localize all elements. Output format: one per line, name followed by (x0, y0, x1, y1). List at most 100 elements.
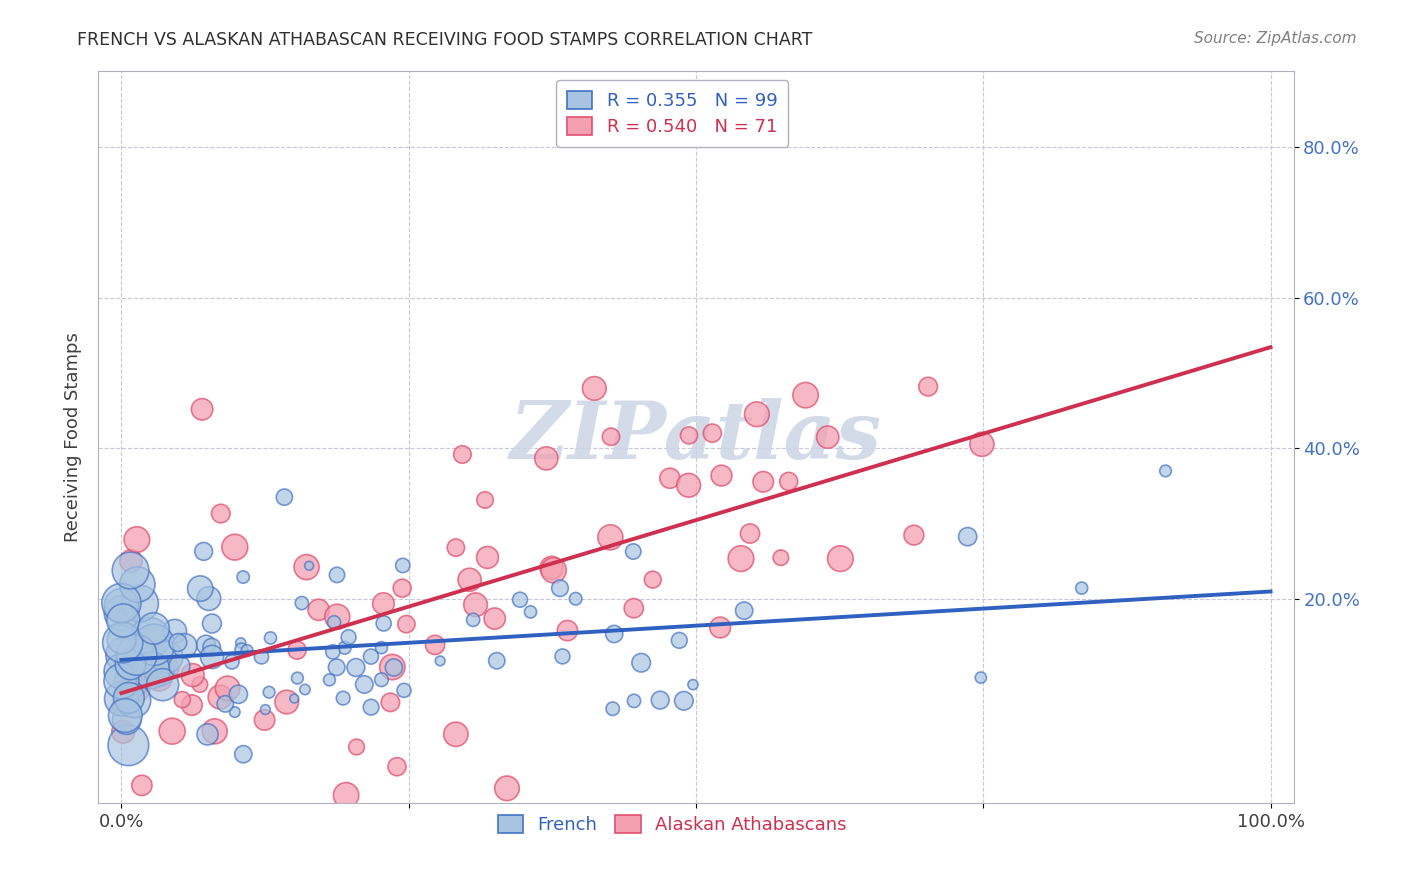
Point (169, 659, 191, 673)
Point (540, 561, 562, 575)
Point (259, 631, 281, 645)
Point (221, 655, 243, 669)
Point (360, 649, 382, 664)
Point (444, 541, 467, 555)
Text: FRENCH VS ALASKAN ATHABASCAN RECEIVING FOOD STAMPS CORRELATION CHART: FRENCH VS ALASKAN ATHABASCAN RECEIVING F… (77, 31, 813, 49)
Point (392, 683, 415, 698)
Point (217, 681, 239, 696)
Point (295, 560, 318, 574)
Point (678, 428, 700, 442)
Point (129, 597, 152, 611)
Point (477, 550, 499, 565)
Point (373, 616, 395, 631)
Point (111, 635, 134, 649)
Point (730, 551, 752, 566)
Point (322, 645, 344, 659)
Point (257, 685, 280, 699)
Point (115, 713, 138, 727)
Point (194, 638, 217, 652)
Point (173, 639, 195, 653)
Point (142, 622, 165, 636)
Point (273, 490, 295, 504)
Point (229, 636, 252, 650)
Point (970, 671, 993, 685)
Point (551, 649, 574, 664)
Point (117, 738, 139, 752)
Point (201, 649, 224, 664)
Point (603, 627, 626, 641)
Point (733, 604, 755, 618)
Point (167, 635, 190, 649)
Point (817, 430, 839, 444)
Point (337, 630, 360, 644)
Point (752, 475, 775, 489)
Point (204, 724, 226, 739)
Point (391, 558, 413, 573)
Point (672, 694, 695, 708)
Point (232, 747, 254, 762)
Point (139, 631, 162, 645)
Point (181, 698, 204, 712)
Point (163, 624, 186, 639)
Point (956, 530, 979, 544)
Point (110, 606, 132, 620)
Point (464, 598, 486, 612)
Y-axis label: Receiving Food Stamps: Receiving Food Stamps (63, 332, 82, 542)
Point (630, 656, 652, 670)
Point (181, 668, 204, 682)
Point (209, 690, 232, 704)
Point (326, 609, 349, 624)
Point (120, 657, 142, 672)
Point (917, 379, 939, 393)
Point (778, 475, 800, 489)
Point (131, 778, 153, 792)
Point (214, 697, 236, 711)
Point (485, 654, 508, 668)
Point (232, 570, 254, 584)
Point (380, 695, 402, 709)
Point (509, 592, 531, 607)
Point (201, 616, 224, 631)
Point (228, 687, 250, 701)
Point (110, 596, 132, 610)
Point (250, 649, 273, 664)
Point (112, 614, 135, 628)
Point (285, 643, 308, 657)
Point (188, 582, 211, 596)
Point (564, 591, 586, 606)
Text: ZIPatlas: ZIPatlas (510, 399, 882, 475)
Point (641, 573, 664, 587)
Point (583, 381, 606, 395)
Point (156, 661, 179, 675)
Point (231, 642, 253, 657)
Point (678, 478, 700, 492)
Point (188, 677, 211, 691)
Point (308, 603, 330, 617)
Point (224, 705, 246, 719)
Point (125, 533, 148, 547)
Point (141, 663, 163, 677)
Point (444, 727, 467, 741)
Point (600, 430, 623, 444)
Point (160, 724, 183, 739)
Point (395, 617, 418, 632)
Text: Source: ZipAtlas.com: Source: ZipAtlas.com (1194, 31, 1357, 46)
Point (236, 643, 259, 657)
Point (201, 640, 224, 655)
Point (172, 692, 194, 706)
Point (283, 691, 305, 706)
Point (382, 660, 405, 674)
Point (668, 633, 690, 648)
Point (114, 708, 136, 723)
Point (287, 671, 309, 685)
Point (381, 660, 404, 674)
Point (120, 675, 142, 690)
Point (353, 677, 375, 691)
Point (458, 573, 481, 587)
Point (127, 577, 149, 591)
Point (650, 693, 672, 707)
Point (152, 678, 174, 692)
Point (118, 690, 141, 705)
Point (385, 759, 408, 773)
Point (318, 673, 340, 687)
